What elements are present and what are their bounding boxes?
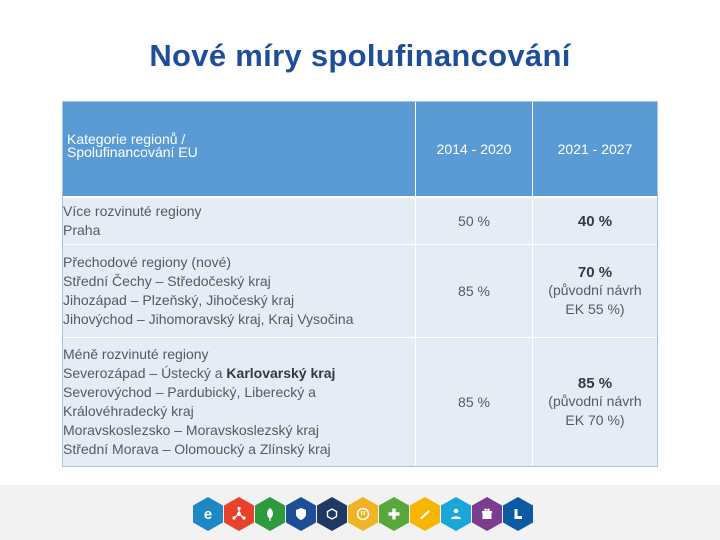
footer-icon-strip: e — [193, 497, 533, 531]
e-letter-icon: e — [193, 497, 223, 531]
pen-icon — [410, 497, 440, 531]
row-region: Královéhradecký kraj — [63, 403, 194, 419]
rate-2014: 85 % — [415, 244, 532, 337]
rate-2014: 85 % — [415, 337, 532, 466]
slide: Nové míry spolufinancování Kategorie reg… — [0, 0, 720, 485]
header-2021-2027: 2021 - 2027 — [532, 102, 657, 196]
rate-2021: 70 % (původní návrh EK 55 %) — [532, 244, 657, 337]
leaf-icon — [255, 497, 285, 531]
svg-text:e: e — [204, 506, 212, 522]
table-row: Více rozvinuté regiony Praha 50 % 40 % — [63, 196, 657, 244]
l-shape-icon — [503, 497, 533, 531]
table-row: Méně rozvinuté regiony Severozápad – Úst… — [63, 337, 657, 466]
rate-2021-note: EK 55 %) — [565, 300, 625, 317]
row-region: Jihozápad – Plzeňský, Jihočeský kraj — [63, 292, 295, 308]
row-category: Více rozvinuté regiony — [63, 203, 202, 219]
plus-icon — [379, 497, 409, 531]
row-region: Severovýchod – Pardubický, Liberecký a — [63, 384, 316, 400]
rate-2021-note: EK 70 %) — [565, 411, 625, 428]
header-category: Kategorie regionů / Spolufinancování EU — [63, 102, 415, 196]
row-region: Praha — [63, 222, 101, 238]
row-category: Přechodové regiony (nové) — [63, 254, 232, 270]
row-region-part: Severozápad – Ústecký a — [63, 365, 227, 381]
row-category-cell: Více rozvinuté regiony Praha — [63, 196, 415, 244]
slide-title: Nové míry spolufinancování — [149, 38, 571, 73]
row-region-bold: Karlovarský kraj — [226, 365, 336, 381]
row-category: Méně rozvinuté regiony — [63, 346, 209, 362]
rate-2021-note: (původní návrh — [548, 392, 642, 409]
people-icon — [441, 497, 471, 531]
row-category-cell: Přechodové regiony (nové) Střední Čechy … — [63, 244, 415, 337]
row-region: Moravskoslezsko – Moravskoslezský kraj — [63, 422, 319, 438]
rate-2021-note: (původní návrh — [548, 281, 642, 298]
rate-2021: 85 % (původní návrh EK 70 %) — [532, 337, 657, 466]
hexagon-dark-icon — [317, 497, 347, 531]
circle-face-icon — [348, 497, 378, 531]
rate-2021-value: 85 % — [577, 374, 613, 392]
row-region: Jihovýchod – Jihomoravský kraj, Kraj Vys… — [63, 311, 354, 327]
network-icon — [224, 497, 254, 531]
table-header-row: Kategorie regionů / Spolufinancování EU … — [63, 102, 657, 196]
table-row: Přechodové regiony (nové) Střední Čechy … — [63, 244, 657, 337]
shield-icon — [286, 497, 316, 531]
rate-2014: 50 % — [415, 196, 532, 244]
rate-2021-value: 70 % — [577, 263, 613, 281]
row-region: Střední Morava – Olomoucký a Zlínský kra… — [63, 441, 331, 457]
cofinancing-table: Kategorie regionů / Spolufinancování EU … — [62, 101, 658, 467]
rate-2021: 40 % — [532, 196, 657, 244]
header-category-line1: Kategorie regionů / — [67, 131, 186, 147]
row-region: Střední Čechy – Středočeský kraj — [63, 273, 271, 289]
row-category-cell: Méně rozvinuté regiony Severozápad – Úst… — [63, 337, 415, 466]
row-region: Severozápad – Ústecký a Karlovarský kraj — [63, 364, 415, 383]
rate-2021-value: 40 % — [577, 212, 613, 230]
gift-icon — [472, 497, 502, 531]
header-2014-2020: 2014 - 2020 — [415, 102, 532, 196]
header-category-line2: Spolufinancování EU — [67, 144, 198, 160]
